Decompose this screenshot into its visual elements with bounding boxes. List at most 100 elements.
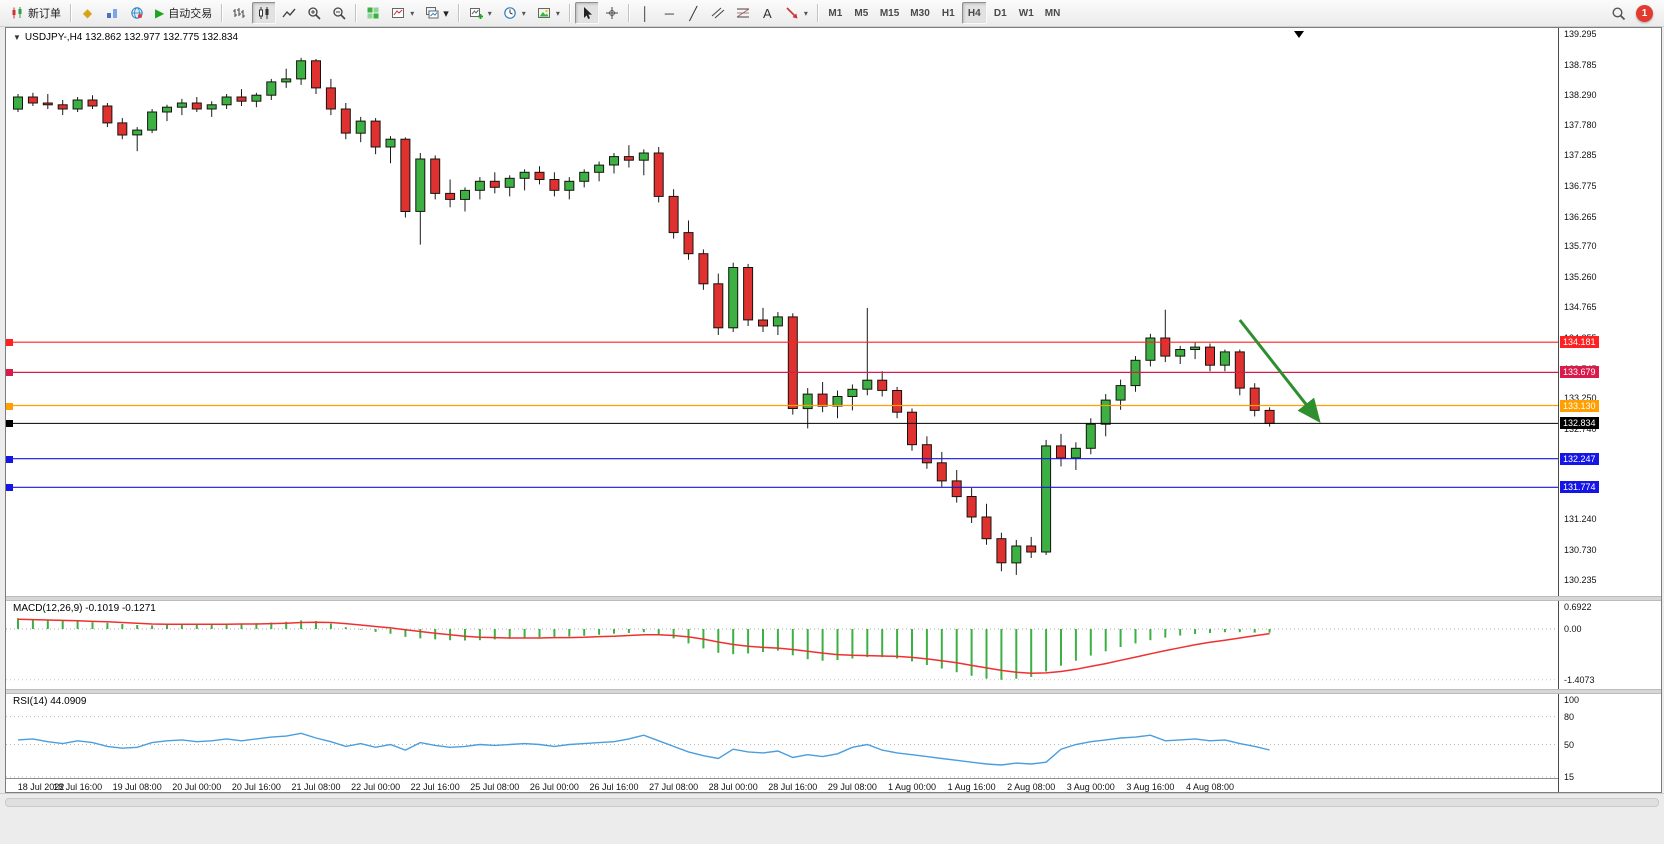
candlestick-chart[interactable] <box>6 28 1559 596</box>
zoom-out-button[interactable] <box>327 2 351 24</box>
time-axis-label: 20 Jul 00:00 <box>172 782 222 792</box>
time-axis-label: 1 Aug 00:00 <box>887 782 937 792</box>
charts-button[interactable] <box>100 2 124 24</box>
time-axis-label: 22 Jul 00:00 <box>351 782 401 792</box>
templates-button[interactable]: ▾ <box>532 2 565 24</box>
panel-divider[interactable] <box>6 689 1661 694</box>
rsi-panel: RSI(14) 44.0909 <box>6 694 1559 778</box>
fibonacci-button[interactable] <box>731 2 755 24</box>
time-axis-label: 3 Aug 00:00 <box>1066 782 1115 792</box>
price-axis-tick: 130.730 <box>1564 545 1597 556</box>
trendline-button[interactable]: ╱ <box>682 2 705 24</box>
notification-badge[interactable]: 1 <box>1636 4 1653 22</box>
status-bar <box>0 793 1664 844</box>
toolbar: 新订单 ◆ ▶ 自动交易 <box>0 0 1664 27</box>
period-button[interactable]: ▾ <box>498 2 531 24</box>
metaeditor-button[interactable]: ◆ <box>76 2 99 24</box>
bar-chart-button[interactable] <box>227 2 251 24</box>
channel-button[interactable] <box>706 2 730 24</box>
arrows-button[interactable]: ▾ <box>780 2 813 24</box>
macd-axis-tick: 0.6922 <box>1564 602 1592 612</box>
price-axis[interactable]: 139.295 138.785 138.290 137.780 137.285 136.7… <box>1558 28 1661 792</box>
panel-divider[interactable] <box>6 596 1661 601</box>
horizontal-line-button[interactable]: ─ <box>658 2 681 24</box>
price-badge: 134.181 <box>1560 336 1599 349</box>
time-axis-label: 26 Jul 00:00 <box>529 782 579 792</box>
price-axis-tick: 137.780 <box>1564 120 1597 131</box>
price-axis-tick: 138.290 <box>1564 89 1597 100</box>
line-chart-icon <box>282 8 296 18</box>
globe-icon <box>131 7 143 19</box>
price-axis-tick: 133.250 <box>1564 393 1597 404</box>
dropdown-arrow-icon: ▾ <box>555 8 560 18</box>
time-axis-label: 20 Jul 16:00 <box>231 782 281 792</box>
tile-windows-button[interactable] <box>361 2 385 24</box>
price-badge: 133.130 <box>1560 399 1599 412</box>
line-chart-button[interactable] <box>277 2 301 24</box>
dropdown-arrow-icon: ▾ <box>410 8 415 18</box>
dropdown-arrow-icon: ▾ <box>521 8 526 18</box>
hline-left-tag[interactable] <box>6 369 13 377</box>
collapse-chart-icon[interactable]: ▼ <box>13 33 21 42</box>
hline-left-tag[interactable] <box>6 339 13 347</box>
auto-trading-label: 自动交易 <box>168 8 213 20</box>
vertical-line-button[interactable]: │ <box>634 2 657 24</box>
zoom-in-button[interactable] <box>302 2 326 24</box>
price-axis-tick: 135.260 <box>1564 272 1597 283</box>
price-axis-tick: 137.285 <box>1564 150 1597 161</box>
rsi-chart[interactable] <box>6 694 1559 778</box>
new-order-label: 新订单 <box>28 8 61 20</box>
price-axis-tick: 130.235 <box>1564 575 1597 585</box>
hline-left-tag[interactable] <box>6 420 13 428</box>
time-axis-label: 18 Jul 2022 <box>17 782 65 792</box>
market-button[interactable] <box>125 2 149 24</box>
cascade-windows-button[interactable]: ▾ <box>420 2 454 24</box>
timeframe-M30-button[interactable]: M30 <box>905 2 934 24</box>
toolbar-separator <box>816 4 819 22</box>
hline-left-tag[interactable] <box>6 455 13 463</box>
price-axis-tick: 135.770 <box>1564 241 1597 252</box>
timeframe-M15-button[interactable]: M15 <box>875 2 904 24</box>
candlestick-icon <box>259 7 269 19</box>
timeframe-W1-button[interactable]: W1 <box>1014 2 1039 24</box>
time-axis[interactable]: 18 Jul 2022 18 Jul 16:00 19 Jul 08:00 20 Ju… <box>6 778 1661 792</box>
price-axis-tick: 139.295 <box>1564 29 1597 39</box>
cascade-window-icon <box>426 7 439 19</box>
chart-title-text: USDJPY-,H4 132.862 132.977 132.775 132.8… <box>24 32 239 43</box>
timeframe-M5-button[interactable]: M5 <box>849 2 874 24</box>
time-axis-label: 28 Jul 16:00 <box>768 782 818 792</box>
timeframe-MN-button[interactable]: MN <box>1040 2 1066 24</box>
horizontal-scrollbar[interactable] <box>5 798 1659 807</box>
timeframe-H4-button[interactable]: H4 <box>961 2 987 24</box>
macd-signal-line <box>17 618 1270 675</box>
timeframe-D1-button[interactable]: D1 <box>988 2 1013 24</box>
vertical-line-icon: │ <box>641 5 650 21</box>
timeframe-M1-button[interactable]: M1 <box>823 2 848 24</box>
cursor-button[interactable] <box>574 2 599 24</box>
text-button[interactable]: A <box>756 2 779 24</box>
macd-panel: MACD(12,26,9) -0.1019 -0.1271 <box>6 601 1559 689</box>
search-button[interactable] <box>1606 2 1631 24</box>
new-chart-button[interactable]: ▾ <box>464 2 497 24</box>
hline-left-tag[interactable] <box>6 402 13 410</box>
toolbar-separator <box>568 4 571 22</box>
chart-shift-marker[interactable] <box>1294 31 1304 38</box>
auto-trading-button[interactable]: ▶ 自动交易 <box>150 2 217 24</box>
crosshair-button[interactable] <box>600 2 624 24</box>
time-axis-label: 3 Aug 16:00 <box>1126 782 1175 792</box>
new-order-button[interactable]: 新订单 <box>5 2 66 24</box>
price-axis-tick: 136.265 <box>1564 211 1597 222</box>
price-badge: 132.834 <box>1560 417 1599 430</box>
price-badge: 131.774 <box>1560 481 1599 494</box>
rsi-axis-tick: 15 <box>1564 772 1575 782</box>
timeframe-H1-button[interactable]: H1 <box>936 2 961 24</box>
chart-window: ▼ USDJPY-,H4 132.862 132.977 132.775 132.… <box>5 27 1662 793</box>
macd-chart[interactable] <box>6 601 1559 689</box>
arrange-windows-button[interactable]: ▾ <box>386 2 419 24</box>
candlestick-button[interactable] <box>252 2 277 24</box>
hline-left-tag[interactable] <box>6 484 13 492</box>
rsi-axis-tick: 80 <box>1564 711 1575 722</box>
rsi-axis-tick: 50 <box>1564 739 1575 750</box>
toolbar-separator <box>355 4 358 22</box>
time-axis-label: 26 Jul 16:00 <box>589 782 639 792</box>
